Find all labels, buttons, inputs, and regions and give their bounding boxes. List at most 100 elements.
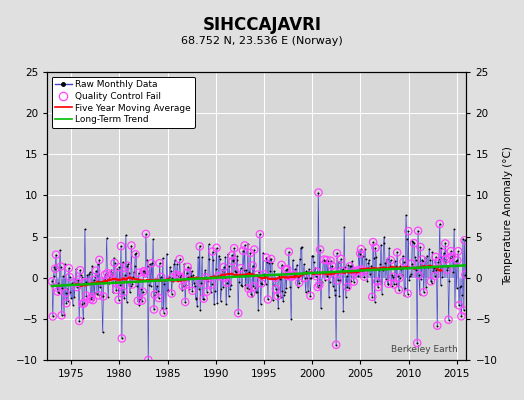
Quality Control Fail [320, 256, 329, 263]
Quality Control Fail [260, 271, 268, 278]
Quality Control Fail [99, 293, 107, 300]
Quality Control Fail [73, 284, 81, 290]
Quality Control Fail [323, 273, 332, 279]
Quality Control Fail [183, 264, 192, 270]
Quality Control Fail [80, 300, 88, 306]
Quality Control Fail [337, 268, 346, 274]
Quality Control Fail [442, 256, 450, 262]
Quality Control Fail [262, 254, 270, 261]
Quality Control Fail [105, 273, 114, 280]
Raw Monthly Data [97, 285, 103, 290]
Quality Control Fail [284, 273, 292, 279]
Quality Control Fail [138, 288, 147, 295]
Quality Control Fail [372, 244, 380, 251]
Quality Control Fail [95, 257, 104, 263]
Quality Control Fail [410, 240, 418, 246]
Quality Control Fail [182, 282, 190, 288]
Quality Control Fail [454, 248, 462, 254]
Quality Control Fail [176, 274, 184, 280]
Five Year Moving Average [382, 265, 388, 270]
Quality Control Fail [115, 264, 124, 270]
Quality Control Fail [174, 273, 183, 279]
Raw Monthly Data [315, 190, 322, 195]
Quality Control Fail [446, 255, 454, 262]
Five Year Moving Average [259, 276, 266, 281]
Raw Monthly Data [346, 286, 352, 290]
Quality Control Fail [434, 258, 442, 265]
Quality Control Fail [90, 277, 98, 283]
Quality Control Fail [447, 248, 455, 254]
Quality Control Fail [119, 289, 128, 295]
Quality Control Fail [150, 292, 159, 298]
Quality Control Fail [414, 228, 422, 234]
Quality Control Fail [390, 281, 398, 288]
Quality Control Fail [373, 278, 381, 285]
Quality Control Fail [272, 286, 280, 292]
Quality Control Fail [257, 280, 266, 287]
Five Year Moving Average [78, 284, 84, 288]
Quality Control Fail [86, 296, 95, 302]
Long-Term Trend [49, 284, 55, 288]
Quality Control Fail [453, 257, 462, 264]
Quality Control Fail [209, 248, 217, 255]
Quality Control Fail [116, 281, 124, 288]
Quality Control Fail [239, 248, 247, 254]
Quality Control Fail [147, 260, 156, 266]
Quality Control Fail [301, 275, 309, 281]
Quality Control Fail [117, 243, 125, 249]
Quality Control Fail [346, 263, 354, 270]
Quality Control Fail [271, 275, 279, 281]
Quality Control Fail [419, 289, 428, 296]
Quality Control Fail [52, 252, 60, 258]
Quality Control Fail [111, 279, 119, 285]
Quality Control Fail [461, 237, 469, 244]
Quality Control Fail [123, 262, 132, 269]
Quality Control Fail [176, 256, 184, 262]
Quality Control Fail [433, 322, 442, 329]
Raw Monthly Data [246, 286, 252, 291]
Quality Control Fail [208, 281, 216, 288]
Quality Control Fail [360, 274, 368, 280]
Quality Control Fail [179, 283, 187, 289]
Quality Control Fail [359, 268, 368, 275]
Long-Term Trend [245, 274, 251, 278]
Quality Control Fail [435, 221, 444, 227]
Five Year Moving Average [73, 282, 79, 287]
Quality Control Fail [94, 292, 103, 298]
Quality Control Fail [245, 286, 253, 292]
Line: Five Year Moving Average: Five Year Moving Average [76, 266, 441, 286]
Quality Control Fail [144, 357, 152, 363]
Text: SIHCCAJAVRI: SIHCCAJAVRI [202, 16, 322, 34]
Long-Term Trend [344, 269, 351, 274]
Quality Control Fail [76, 267, 84, 274]
Quality Control Fail [92, 268, 100, 274]
Quality Control Fail [97, 278, 105, 285]
Quality Control Fail [53, 288, 62, 295]
Five Year Moving Average [266, 276, 272, 281]
Line: Raw Monthly Data: Raw Monthly Data [51, 191, 467, 361]
Quality Control Fail [431, 254, 440, 260]
Quality Control Fail [290, 272, 299, 278]
Quality Control Fail [295, 280, 303, 286]
Quality Control Fail [333, 250, 341, 256]
Line: Long-Term Trend: Long-Term Trend [52, 265, 465, 286]
Quality Control Fail [57, 263, 65, 270]
Five Year Moving Average [234, 273, 241, 278]
Quality Control Fail [326, 258, 335, 264]
Quality Control Fail [203, 288, 211, 295]
Quality Control Fail [234, 310, 243, 316]
Quality Control Fail [82, 292, 91, 299]
Quality Control Fail [139, 268, 148, 274]
Raw Monthly Data [277, 277, 283, 282]
Quality Control Fail [389, 274, 397, 280]
Quality Control Fail [75, 318, 83, 324]
Quality Control Fail [461, 272, 470, 278]
Quality Control Fail [48, 278, 56, 284]
Quality Control Fail [334, 277, 342, 284]
Quality Control Fail [322, 257, 331, 263]
Quality Control Fail [403, 290, 412, 297]
Quality Control Fail [112, 286, 121, 293]
Quality Control Fail [141, 270, 149, 276]
Quality Control Fail [101, 272, 109, 278]
Quality Control Fail [408, 260, 416, 267]
